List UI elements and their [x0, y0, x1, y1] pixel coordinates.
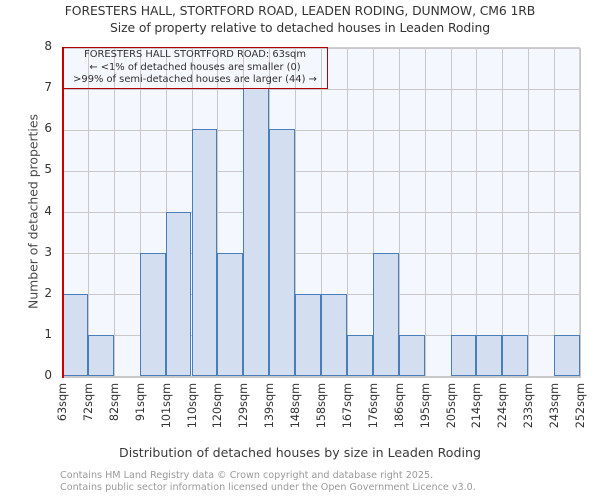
y-tick-7: 7 [44, 80, 52, 95]
chart-subtitle-line2: Size of property relative to detached ho… [109, 20, 491, 35]
bar-110-120[interactable] [191, 129, 218, 376]
annotation-line-1: FORESTERS HALL STORTFORD ROAD: 63sqm [84, 49, 306, 61]
bar-243-252[interactable] [554, 334, 580, 376]
y-tick-5: 5 [44, 162, 52, 177]
bar-91-101[interactable] [139, 252, 166, 376]
x-tick-195sqm: 195sqm [418, 383, 432, 429]
x-tick-63sqm: 63sqm [56, 383, 69, 422]
x-tick-158sqm: 158sqm [315, 383, 328, 429]
y-tick-2: 2 [44, 285, 52, 300]
x-tick-91sqm: 91sqm [133, 383, 147, 422]
x-tick-252sqm: 252sqm [574, 383, 587, 429]
x-tick-129sqm: 129sqm [237, 383, 251, 429]
bar-224-233[interactable] [502, 334, 529, 376]
y-tick-0: 0 [44, 368, 52, 382]
footer-line-1: Contains HM Land Registry data © Crown c… [60, 470, 434, 481]
y-tick-6: 6 [44, 121, 52, 136]
bar-148-158[interactable] [295, 293, 321, 376]
x-tick-176sqm: 176sqm [366, 383, 380, 429]
plot-area [62, 47, 581, 378]
x-tick-214sqm: 214sqm [470, 383, 484, 429]
chart-title-line1: FORESTERS HALL, STORTFORD ROAD, LEADEN R… [64, 3, 536, 18]
bar-120-129[interactable] [217, 252, 244, 376]
property-annotation-box: FORESTERS HALL STORTFORD ROAD: 63sqm ← <… [62, 47, 328, 89]
x-tick-101sqm: 101sqm [159, 383, 173, 429]
x-tick-224sqm: 224sqm [496, 383, 510, 429]
bar-series [62, 48, 580, 376]
bar-63-72[interactable] [62, 293, 88, 376]
x-tick-243sqm: 243sqm [548, 383, 562, 429]
x-tick-72sqm: 72sqm [81, 383, 95, 422]
x-tick-139sqm: 139sqm [263, 383, 277, 429]
bar-158-167[interactable] [321, 293, 347, 376]
gridline-x-20 [580, 48, 581, 376]
bar-72-82[interactable] [87, 334, 114, 376]
property-marker-line [62, 47, 64, 378]
bar-101-110[interactable] [165, 211, 192, 376]
x-tick-205sqm: 205sqm [444, 383, 458, 429]
y-tick-8: 8 [44, 39, 52, 53]
bar-176-186[interactable] [372, 252, 399, 376]
annotation-line-2: ← <1% of detached houses are smaller (0) [89, 61, 301, 73]
y-tick-3: 3 [44, 244, 52, 259]
bar-167-176[interactable] [346, 334, 373, 376]
y-tick-4: 4 [44, 203, 52, 218]
bar-205-214[interactable] [450, 334, 477, 376]
bar-186-195[interactable] [398, 334, 425, 376]
bar-129-139[interactable] [243, 88, 270, 376]
y-tick-1: 1 [44, 326, 52, 341]
x-tick-148sqm: 148sqm [289, 383, 303, 429]
bar-214-224[interactable] [476, 334, 503, 376]
x-tick-233sqm: 233sqm [522, 383, 536, 429]
x-tick-186sqm: 186sqm [392, 383, 406, 429]
x-tick-120sqm: 120sqm [211, 383, 225, 429]
x-axis-title: Distribution of detached houses by size … [119, 445, 481, 460]
annotation-line-3: >99% of semi-detached houses are larger … [73, 74, 317, 86]
footer-attribution: Contains HM Land Registry data © Crown c… [60, 470, 600, 493]
y-axis-title: Number of detached properties [25, 114, 41, 309]
x-axis-line [62, 376, 581, 378]
bar-139-148[interactable] [269, 129, 296, 376]
x-tick-167sqm: 167sqm [340, 383, 354, 429]
x-tick-82sqm: 82sqm [107, 383, 121, 422]
footer-line-2: Contains public sector information licen… [60, 481, 476, 493]
x-tick-110sqm: 110sqm [185, 383, 199, 429]
